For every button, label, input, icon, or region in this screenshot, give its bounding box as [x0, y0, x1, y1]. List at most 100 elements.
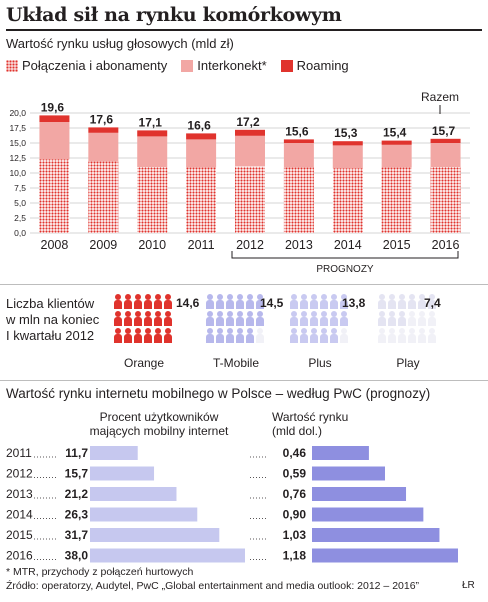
person-body — [164, 300, 172, 309]
person-icon — [206, 294, 214, 309]
person-head — [207, 328, 213, 334]
person-head — [341, 311, 347, 317]
bar-segment-interconnect — [283, 143, 314, 168]
person-body — [124, 300, 132, 309]
person-head — [135, 311, 141, 317]
person-head — [419, 311, 425, 317]
person-body — [320, 334, 328, 343]
person-head — [115, 311, 121, 317]
bar-segment-roaming — [381, 140, 412, 145]
person-icon — [216, 328, 224, 343]
person-head — [321, 311, 327, 317]
person-head — [155, 294, 161, 300]
person-head — [409, 328, 415, 334]
bar-segment-calls — [88, 161, 119, 233]
person-icon — [330, 328, 338, 343]
bar-segment-calls — [430, 167, 461, 233]
people-icons — [378, 294, 436, 343]
person-icon — [310, 311, 318, 326]
bar-segment-roaming — [137, 130, 168, 137]
person-icon — [290, 328, 298, 343]
person-body — [226, 334, 234, 343]
person-body — [378, 300, 386, 309]
person-icon — [236, 328, 244, 343]
person-body — [134, 317, 142, 326]
person-body — [114, 300, 122, 309]
person-body — [310, 300, 318, 309]
person-head — [301, 294, 307, 300]
operator-t-mobile — [206, 294, 266, 343]
person-icon — [216, 311, 224, 326]
share-bar — [90, 487, 177, 501]
person-body — [398, 300, 406, 309]
clients-heading-line: Liczba klientów — [6, 296, 95, 311]
person-head — [257, 328, 263, 334]
person-body — [330, 334, 338, 343]
person-body — [144, 300, 152, 309]
person-body — [428, 334, 436, 343]
mobile-internet-title: Wartość rynku internetu mobilnego w Pols… — [6, 386, 431, 401]
person-icon — [256, 328, 264, 343]
person-head — [115, 294, 121, 300]
bar-segment-roaming — [283, 139, 314, 143]
market-value-label: 1,03 — [283, 528, 307, 542]
y-tick-label: 5,0 — [14, 198, 26, 208]
person-icon — [256, 294, 264, 309]
person-body — [216, 317, 224, 326]
person-head — [135, 294, 141, 300]
y-tick-label: 2,5 — [14, 213, 26, 223]
operator-name: Orange — [123, 356, 165, 370]
person-head — [301, 328, 307, 334]
person-icon — [206, 328, 214, 343]
person-icon — [388, 328, 396, 343]
y-tick-label: 15,0 — [9, 138, 26, 148]
person-head — [301, 311, 307, 317]
person-icon — [206, 311, 214, 326]
page-title: Układ sił na rynku komórkowym — [6, 4, 342, 26]
year-label: 2014 — [6, 508, 33, 522]
person-icon — [310, 294, 318, 309]
person-body — [256, 300, 264, 309]
person-icon — [300, 294, 308, 309]
person-icon — [428, 328, 436, 343]
voice-market-subtitle: Wartość rynku usług głosowych (mld zł) — [6, 36, 234, 51]
person-body — [428, 317, 436, 326]
person-head — [399, 328, 405, 334]
voice-market-chart: 0,0 2,5 5,0 7,5 10,0 12,5 15,0 17,5 20,0 19,6 200… — [9, 90, 470, 275]
person-head — [227, 328, 233, 334]
share-value-label: 31,7 — [65, 528, 89, 542]
person-body — [398, 334, 406, 343]
person-icon — [114, 311, 122, 326]
person-body — [134, 334, 142, 343]
person-head — [145, 311, 151, 317]
bar-segment-interconnect — [137, 136, 168, 167]
operator-name: T-Mobile — [212, 356, 259, 370]
person-body — [246, 317, 254, 326]
person-head — [237, 311, 243, 317]
person-icon — [114, 328, 122, 343]
clients-heading: Liczba klientów w mln na koniec I kwarta… — [6, 296, 99, 344]
person-head — [125, 311, 131, 317]
y-tick-label: 10,0 — [9, 168, 26, 178]
operator-value: 14,5 — [260, 296, 284, 310]
person-head — [247, 328, 253, 334]
bar-segment-calls — [186, 167, 217, 233]
person-body — [330, 300, 338, 309]
person-body — [320, 317, 328, 326]
person-icon — [320, 311, 328, 326]
person-head — [155, 328, 161, 334]
person-head — [217, 294, 223, 300]
person-head — [155, 311, 161, 317]
y-tick-label: 17,5 — [9, 123, 26, 133]
person-icon — [216, 294, 224, 309]
person-icon — [330, 294, 338, 309]
market-value-bar — [312, 507, 424, 522]
share-bar — [90, 507, 198, 522]
person-body — [310, 334, 318, 343]
person-body — [124, 317, 132, 326]
person-head — [217, 328, 223, 334]
person-head — [311, 311, 317, 317]
bar-segment-interconnect — [88, 132, 119, 162]
person-icon — [320, 294, 328, 309]
person-icon — [114, 294, 122, 309]
